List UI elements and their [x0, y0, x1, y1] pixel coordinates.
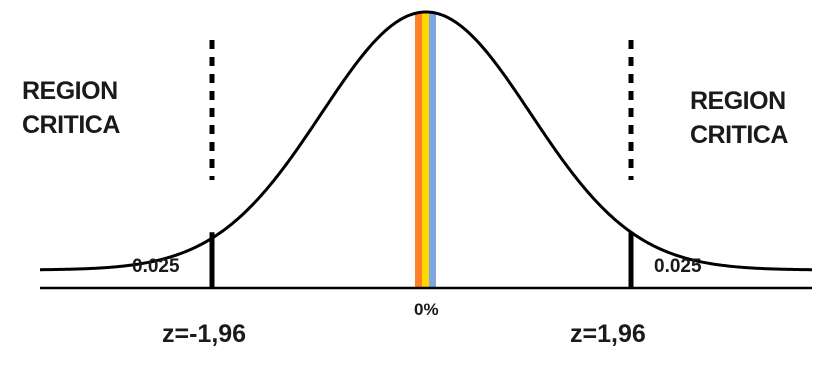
center-band-blue — [429, 12, 436, 288]
right-region-line-1: REGION — [690, 87, 786, 115]
left-region-line-1: REGION — [22, 77, 118, 105]
center-band-yellow — [422, 12, 429, 288]
left-tail-probability: 0.025 — [132, 256, 180, 277]
left-z-value: z=-1,96 — [162, 320, 247, 348]
center-percent-label: 0% — [414, 300, 439, 319]
right-z-value: z=1,96 — [570, 320, 646, 348]
right-region-line-2: CRITICA — [690, 121, 788, 149]
left-region-line-2: CRITICA — [22, 111, 120, 139]
right-tail-probability: 0.025 — [654, 256, 702, 277]
normal-curve — [39, 10, 813, 272]
left-critical-region-label: REGION CRITICA — [22, 74, 120, 142]
right-critical-region-label: REGION CRITICA — [690, 84, 788, 152]
center-band-orange — [415, 12, 422, 288]
